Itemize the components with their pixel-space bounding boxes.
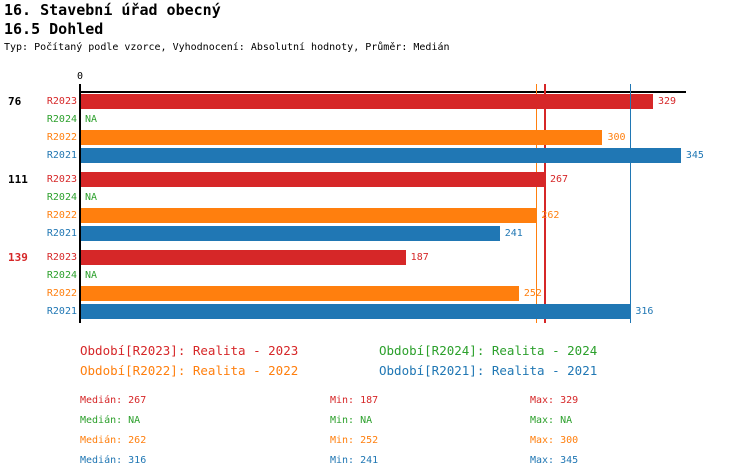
stat-median: Medián: 262 — [80, 435, 147, 446]
na-value-label: NA — [85, 192, 98, 203]
series-row-label: R2024 — [46, 270, 77, 281]
bar-value-label: 329 — [657, 96, 677, 107]
stat-min: Min: 187 — [330, 395, 379, 406]
series-row-label: R2023 — [46, 96, 77, 107]
page-title: 16. Stavební úřad obecný — [4, 1, 221, 19]
median-reference-line — [629, 84, 632, 323]
legend-item: Období[R2023]: Realita - 2023 — [80, 343, 299, 358]
bar-value-label: 316 — [635, 306, 654, 317]
group-label: 76 — [8, 95, 22, 108]
bar-value-label: 345 — [685, 150, 704, 161]
stat-max: Max: 300 — [530, 435, 579, 446]
median-reference-line — [535, 84, 538, 323]
series-row-label: R2021 — [46, 306, 77, 317]
value-bar — [81, 94, 653, 109]
value-bar — [81, 130, 603, 145]
bar-value-label: 187 — [410, 252, 429, 263]
stat-max: Max: 345 — [530, 455, 579, 466]
na-value-label: NA — [85, 114, 98, 125]
bar-value-label: 252 — [523, 288, 542, 299]
value-bar — [81, 304, 631, 319]
series-row-label: R2022 — [46, 288, 77, 299]
legend-item: Období[R2021]: Realita - 2021 — [379, 363, 598, 378]
series-row-label: R2021 — [46, 228, 77, 239]
value-bar — [81, 226, 500, 241]
stat-min: Min: NA — [330, 415, 373, 426]
value-bar — [81, 172, 545, 187]
series-row-label: R2024 — [46, 192, 77, 203]
legend-item: Období[R2022]: Realita - 2022 — [80, 363, 299, 378]
stat-median: Medián: 316 — [80, 455, 147, 466]
group-label: 139 — [8, 251, 28, 264]
stat-max: Max: 329 — [530, 395, 579, 406]
section-title: 16.5 Dohled — [4, 20, 104, 38]
stat-min: Min: 252 — [330, 435, 379, 446]
axis-zero-tick-label: 0 — [76, 71, 84, 82]
series-row-label: R2024 — [46, 114, 77, 125]
bar-value-label: 241 — [504, 228, 523, 239]
value-bar — [81, 208, 537, 223]
bar-value-label: 262 — [541, 210, 560, 221]
group-label: 111 — [8, 173, 28, 186]
series-row-label: R2021 — [46, 150, 77, 161]
legend-item: Období[R2024]: Realita - 2024 — [379, 343, 598, 358]
stat-median: Medián: 267 — [80, 395, 147, 406]
meta-line: Typ: Počítaný podle vzorce, Vyhodnocení:… — [4, 42, 450, 53]
series-row-label: R2023 — [46, 174, 77, 185]
series-row-label: R2023 — [46, 252, 77, 263]
stat-max: Max: NA — [530, 415, 573, 426]
value-bar — [81, 286, 519, 301]
y-axis-line — [79, 84, 81, 323]
series-row-label: R2022 — [46, 210, 77, 221]
median-reference-line — [544, 84, 546, 323]
stat-min: Min: 241 — [330, 455, 379, 466]
series-row-label: R2022 — [46, 132, 77, 143]
stat-median: Medián: NA — [80, 415, 141, 426]
bar-value-label: 267 — [550, 174, 569, 185]
value-bar — [81, 250, 406, 265]
na-value-label: NA — [85, 270, 98, 281]
value-bar — [81, 148, 681, 163]
bar-value-label: 300 — [607, 132, 626, 143]
x-axis-line — [80, 91, 686, 93]
